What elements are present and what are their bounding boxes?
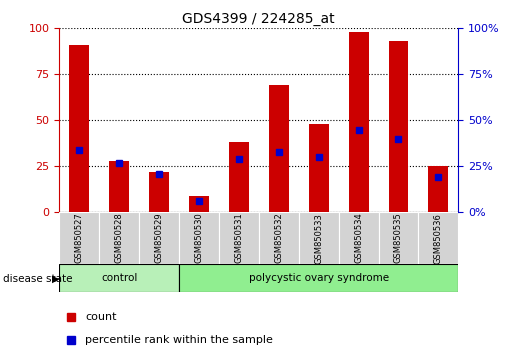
Bar: [339, 212, 379, 264]
Bar: [179, 264, 458, 292]
Text: GSM850535: GSM850535: [394, 213, 403, 263]
Bar: [418, 212, 458, 264]
Text: polycystic ovary syndrome: polycystic ovary syndrome: [249, 273, 389, 283]
Bar: [219, 212, 259, 264]
Bar: [149, 172, 169, 212]
Bar: [189, 196, 209, 212]
Bar: [349, 32, 369, 212]
Bar: [299, 212, 339, 264]
Text: GSM850529: GSM850529: [154, 213, 163, 263]
Text: GSM850530: GSM850530: [195, 213, 203, 263]
Text: GSM850536: GSM850536: [434, 213, 443, 263]
Text: percentile rank within the sample: percentile rank within the sample: [85, 335, 273, 346]
Bar: [179, 212, 219, 264]
Bar: [379, 212, 418, 264]
Title: GDS4399 / 224285_at: GDS4399 / 224285_at: [182, 12, 335, 26]
Bar: [59, 212, 99, 264]
Text: GSM850527: GSM850527: [75, 213, 83, 263]
Bar: [59, 264, 179, 292]
Bar: [259, 212, 299, 264]
Text: ▶: ▶: [52, 274, 59, 284]
Text: GSM850528: GSM850528: [115, 213, 124, 263]
Bar: [109, 161, 129, 212]
Bar: [99, 212, 139, 264]
Bar: [229, 142, 249, 212]
Text: control: control: [101, 273, 138, 283]
Text: GSM850534: GSM850534: [354, 213, 363, 263]
Text: disease state: disease state: [3, 274, 72, 284]
Bar: [308, 124, 329, 212]
Bar: [69, 45, 89, 212]
Bar: [269, 85, 289, 212]
Text: GSM850532: GSM850532: [274, 213, 283, 263]
Text: GSM850533: GSM850533: [314, 213, 323, 263]
Bar: [139, 212, 179, 264]
Text: count: count: [85, 312, 117, 322]
Bar: [428, 166, 449, 212]
Bar: [388, 41, 408, 212]
Text: GSM850531: GSM850531: [234, 213, 243, 263]
